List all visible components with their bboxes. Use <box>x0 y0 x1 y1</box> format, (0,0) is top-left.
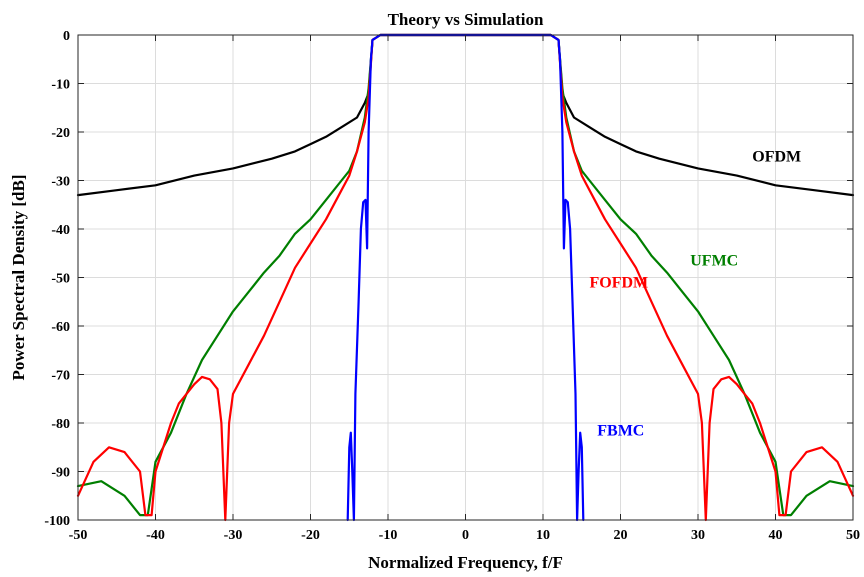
x-tick-label: -50 <box>69 528 88 543</box>
x-tick-label: 10 <box>536 528 550 543</box>
ufmc-series-label: UFMC <box>690 253 738 270</box>
x-tick-label: -40 <box>146 528 165 543</box>
fbmc-series-label: FBMC <box>597 422 644 439</box>
x-axis-title: Normalized Frequency, f/F <box>368 553 563 572</box>
x-tick-label: 0 <box>462 528 469 543</box>
y-tick-label: -40 <box>51 223 70 238</box>
y-tick-label: -20 <box>51 126 70 141</box>
x-tick-label: -30 <box>224 528 243 543</box>
fofdm-series-label: FOFDM <box>590 274 649 291</box>
tick-labels: -50 -40 -30 -20 -10 0 10 20 30 40 500-10-20-30-40-… <box>44 29 860 543</box>
y-tick-label: -50 <box>51 272 70 287</box>
y-axis-title: Power Spectral Density [dB] <box>9 174 28 380</box>
y-tick-label: -90 <box>51 466 70 481</box>
chart-title: Theory vs Simulation <box>388 10 544 29</box>
x-tick-label: 30 <box>691 528 705 543</box>
x-tick-label: -20 <box>301 528 320 543</box>
y-tick-label: -70 <box>51 369 70 384</box>
y-tick-label: -30 <box>51 175 70 190</box>
series-labels: OFDM UFMC FOFDM FBMC <box>590 148 802 439</box>
y-tick-label: -80 <box>51 417 70 432</box>
x-tick-label: -10 <box>379 528 398 543</box>
x-tick-label: 50 <box>846 528 860 543</box>
y-tick-label: 0 <box>63 29 70 44</box>
y-tick-label: -10 <box>51 78 70 93</box>
x-tick-label: 40 <box>769 528 783 543</box>
y-tick-label: -60 <box>51 320 70 335</box>
ofdm-series-label: OFDM <box>752 148 801 165</box>
x-tick-label: 20 <box>614 528 628 543</box>
y-tick-label: -100 <box>44 514 70 529</box>
